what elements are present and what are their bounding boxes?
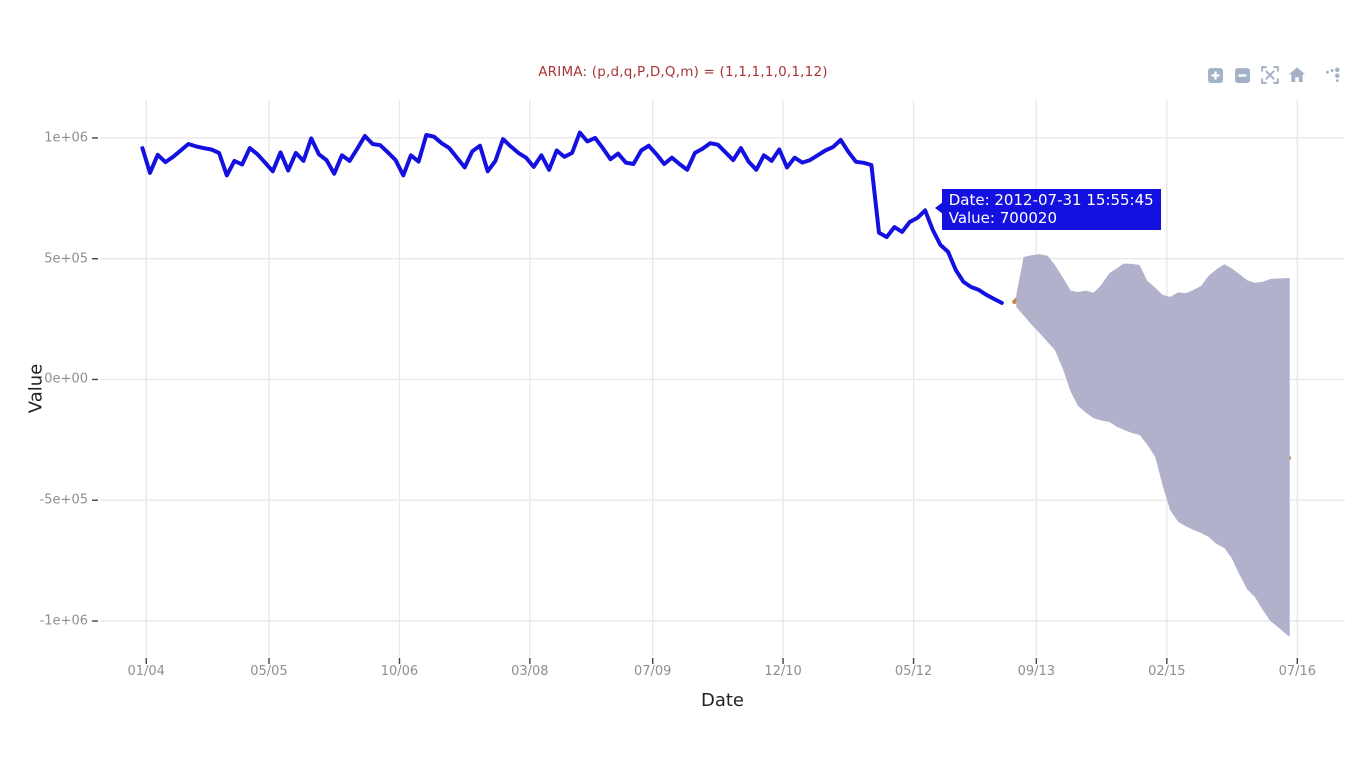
x-tick-label: 07/16 — [1278, 664, 1317, 679]
x-tick-label: 09/13 — [1017, 664, 1056, 679]
x-tick-label: 03/08 — [511, 664, 549, 679]
minus-square-icon — [1235, 67, 1250, 83]
x-tick-label: 07/09 — [633, 664, 672, 679]
home-icon — [1288, 67, 1305, 82]
x-tick-label: 12/10 — [764, 664, 802, 679]
x-tick-label: 05/05 — [250, 664, 288, 679]
y-tick-label: -5e+05 — [39, 492, 88, 508]
confidence-band — [1016, 254, 1290, 637]
zoom-in-button[interactable] — [1202, 65, 1229, 85]
y-tick-label: 5e+05 — [44, 251, 88, 267]
plotly-logo-icon — [1325, 67, 1340, 82]
x-axis-title: Date — [700, 690, 745, 711]
zoom-out-button[interactable] — [1229, 65, 1256, 85]
reset-axes-button[interactable] — [1283, 65, 1310, 85]
y-axis-title: Value — [25, 363, 47, 414]
x-tick-label: 05/12 — [894, 664, 933, 679]
tooltip-date-line: Date: 2012-07-31 15:55:45 — [948, 191, 1154, 210]
autoscale-icon — [1260, 66, 1279, 84]
plus-square-icon — [1208, 67, 1223, 83]
autoscale-button[interactable] — [1256, 65, 1283, 85]
x-tick-label: 10/06 — [380, 664, 419, 679]
x-tick-label: 02/15 — [1148, 664, 1186, 679]
x-tick-label: 01/04 — [127, 664, 165, 679]
modebar — [1202, 65, 1346, 85]
plotly-logo-button[interactable] — [1319, 65, 1346, 85]
y-tick-label: 0e+00 — [44, 371, 88, 387]
observed-line — [140, 130, 1004, 305]
y-tick-label: 1e+06 — [44, 130, 88, 146]
chart-title: ARIMA: (p,d,q,P,D,Q,m) = (1,1,1,1,0,1,12… — [538, 64, 828, 80]
tooltip-caret — [934, 202, 943, 215]
hover-tooltip: Date: 2012-07-31 15:55:45 Value: 700020 — [934, 189, 1161, 231]
y-tick-label: -1e+06 — [39, 613, 88, 629]
tooltip-value-line: Value: 700020 — [948, 209, 1057, 228]
